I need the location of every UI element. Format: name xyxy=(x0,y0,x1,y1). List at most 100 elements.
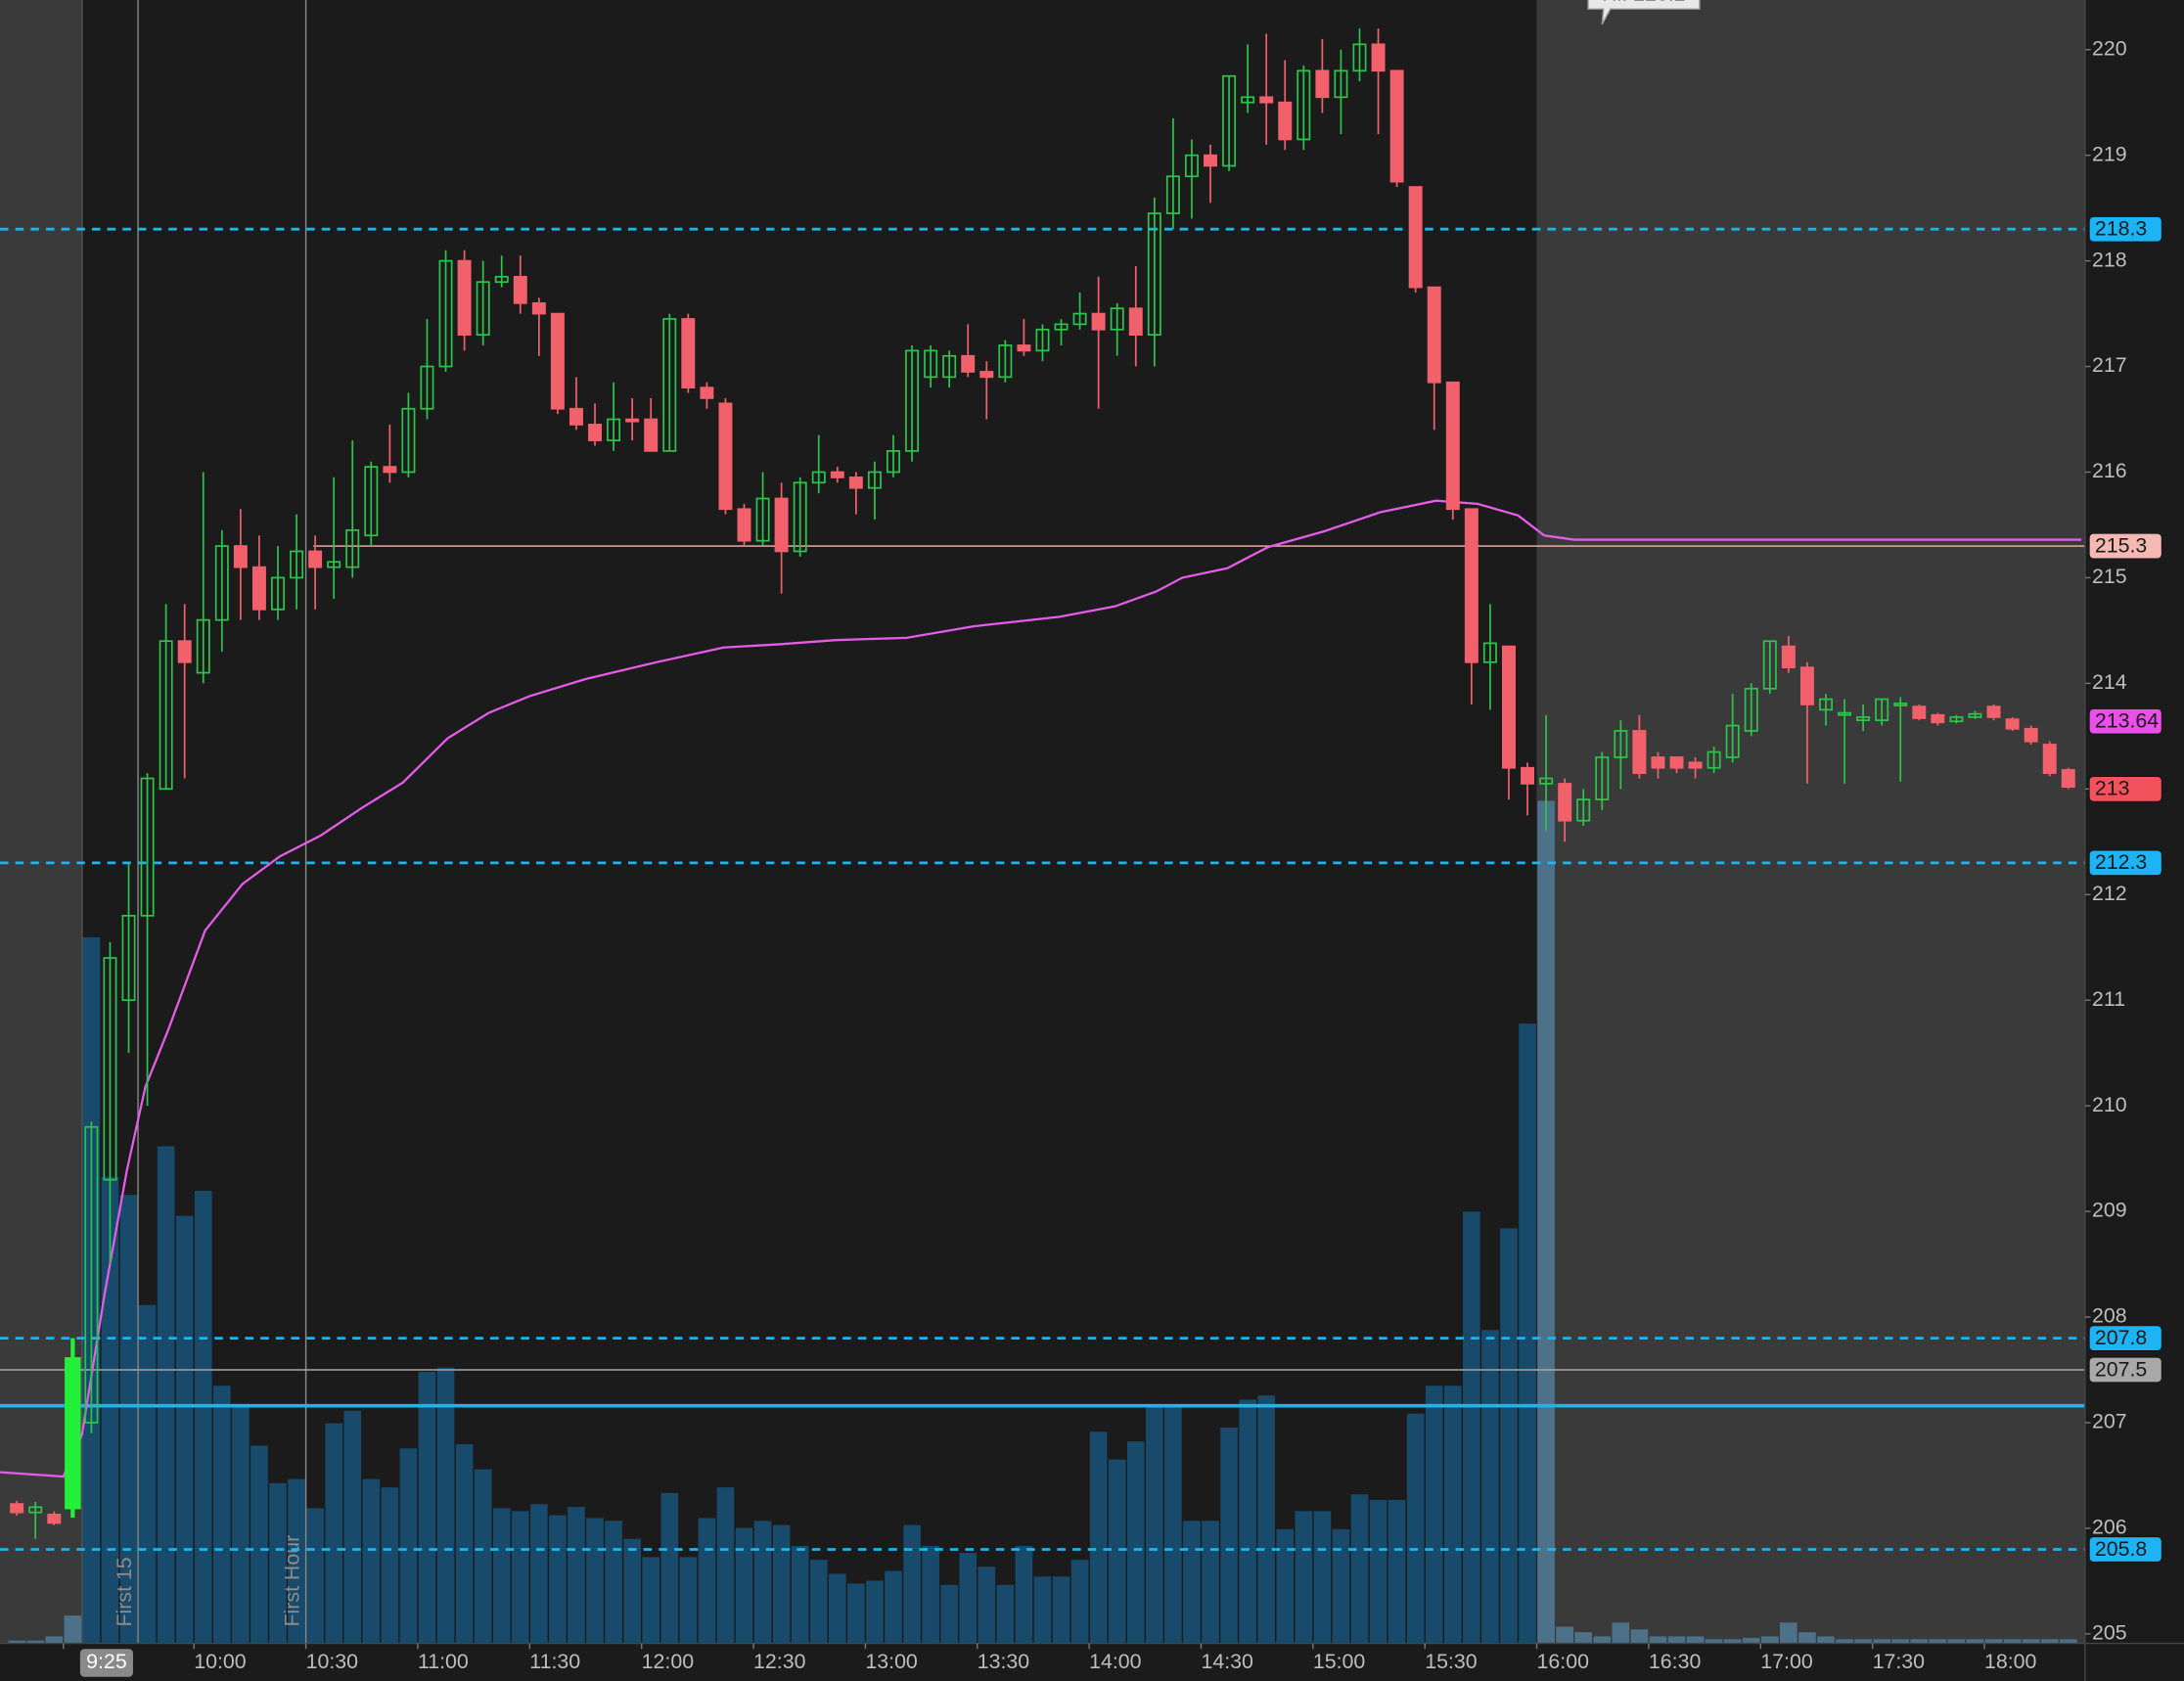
candle-body xyxy=(1968,712,1982,718)
candle-body xyxy=(401,407,416,474)
candle xyxy=(420,318,434,420)
candle xyxy=(1576,789,1591,827)
volume-bar xyxy=(1742,1637,1760,1644)
y-tick-label: 207 xyxy=(2092,1410,2127,1433)
volume-bar xyxy=(1574,1632,1593,1644)
volume-bar xyxy=(1556,1626,1573,1644)
x-tick-label: 14:30 xyxy=(1201,1650,1253,1673)
candle xyxy=(1875,698,1889,726)
candle-body xyxy=(84,1125,99,1424)
volume-bar xyxy=(1817,1636,1835,1644)
candle-body xyxy=(251,566,266,611)
candle-body xyxy=(531,301,546,315)
volume-bar xyxy=(1276,1528,1295,1644)
y-tick-label: 214 xyxy=(2092,670,2127,694)
volume-bar xyxy=(959,1553,978,1644)
volume-bar xyxy=(885,1570,902,1644)
candle-body xyxy=(1875,698,1889,722)
volume-bar xyxy=(549,1515,567,1644)
volume-bar xyxy=(1649,1636,1667,1644)
volume-bar xyxy=(1612,1622,1630,1644)
x-tick-label: 9:25 xyxy=(86,1650,127,1673)
candle xyxy=(924,344,938,388)
y-tick-label: 208 xyxy=(2092,1304,2127,1328)
candle-body xyxy=(1408,186,1423,289)
candle xyxy=(1501,645,1516,800)
volume-bar xyxy=(1873,1639,1890,1644)
volume-bar xyxy=(362,1478,381,1644)
candle-body xyxy=(1464,508,1479,663)
candle-body xyxy=(177,640,192,663)
candle xyxy=(47,1511,62,1525)
candle-body xyxy=(1856,716,1871,722)
candle-body xyxy=(979,371,994,379)
volume-bar xyxy=(1929,1639,1947,1644)
volume-bar xyxy=(698,1518,716,1644)
volume-bar xyxy=(1425,1386,1443,1644)
volume-bar xyxy=(1332,1528,1350,1644)
candle xyxy=(1241,44,1255,114)
volume-bar xyxy=(2040,1639,2059,1644)
marker-label: First 15 xyxy=(113,1557,136,1626)
candle xyxy=(1017,318,1031,356)
candle-body xyxy=(103,957,117,1181)
candle-body xyxy=(1072,312,1087,326)
volume-bar xyxy=(1295,1511,1313,1644)
candle xyxy=(1838,699,1852,784)
candle-body xyxy=(1035,328,1050,352)
candle-body xyxy=(10,1503,24,1514)
candle xyxy=(887,434,900,477)
candle xyxy=(1819,694,1833,726)
candle-body xyxy=(569,407,583,426)
volume-bar xyxy=(2003,1639,2022,1644)
candle-body xyxy=(214,545,229,621)
candle xyxy=(1408,186,1423,293)
candle xyxy=(476,260,490,345)
candle xyxy=(1725,694,1740,763)
candle xyxy=(513,255,527,314)
candle-body xyxy=(513,275,527,304)
candle-body xyxy=(1427,286,1441,384)
candle xyxy=(1165,117,1180,230)
candle xyxy=(588,403,602,446)
candle xyxy=(1931,712,1945,726)
candle-body xyxy=(1165,175,1180,214)
volume-bar xyxy=(1406,1413,1425,1644)
candle-body xyxy=(1389,69,1404,183)
level-tag-label: 207.8 xyxy=(2095,1326,2147,1349)
candle-body xyxy=(1054,323,1069,331)
level-tag xyxy=(2088,708,2162,735)
x-axis-area xyxy=(0,1643,2184,1681)
candle-body xyxy=(308,550,323,568)
x-tick-label: 10:00 xyxy=(194,1650,247,1673)
level-tag-label: 218.3 xyxy=(2095,217,2147,241)
candle xyxy=(607,382,621,451)
candle xyxy=(438,250,453,372)
volume-bar xyxy=(306,1508,324,1644)
volume-bar xyxy=(1780,1622,1797,1644)
volume-bar xyxy=(1667,1636,1686,1644)
candle-body xyxy=(1297,69,1311,141)
candle xyxy=(1986,704,2001,721)
y-tick-label: 220 xyxy=(2092,36,2127,60)
volume-bar xyxy=(1836,1639,1853,1644)
vwap-line xyxy=(0,499,2082,1478)
volume-bar xyxy=(1126,1441,1145,1644)
volume-bar xyxy=(605,1521,622,1644)
candle xyxy=(681,313,696,393)
candle xyxy=(1334,49,1348,135)
candle-body xyxy=(1128,307,1143,337)
volume-bar xyxy=(903,1524,921,1644)
candle xyxy=(2005,716,2020,731)
volume-bar xyxy=(922,1545,939,1644)
volume-bar xyxy=(1705,1639,1723,1644)
candle xyxy=(1949,714,1964,724)
volume-bar xyxy=(1910,1639,1929,1644)
candle-body xyxy=(625,418,640,423)
candle xyxy=(1054,318,1069,345)
candle xyxy=(494,255,509,288)
volume-bar xyxy=(1070,1560,1089,1644)
volume-bar xyxy=(1798,1632,1816,1644)
candle xyxy=(1259,33,1274,145)
